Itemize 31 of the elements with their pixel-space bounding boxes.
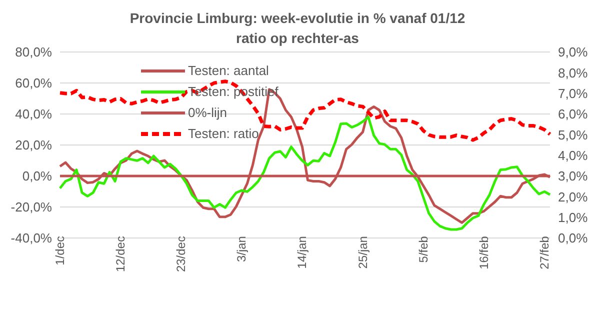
y2-tick-label: 2,0% (558, 189, 588, 204)
x-tick-label: 23/dec (174, 236, 188, 272)
y2-tick-label: 4,0% (558, 148, 588, 163)
x-tick-label: 5/feb (416, 236, 430, 263)
y-tick-label: 40,0% (15, 106, 52, 122)
chart-title: Provincie Limburg: week-evolutie in % vanaf 01/12 (128, 9, 466, 28)
y2-tick-label: 5,0% (558, 127, 588, 142)
y-tick-label: -20,0% (10, 200, 52, 215)
x-tick-label: 1/dec (53, 236, 67, 266)
legend-label: 0%-lijn (188, 105, 228, 120)
y2-tick-label: 3,0% (558, 168, 588, 184)
y-tick-label: 20,0% (15, 138, 52, 153)
x-tick-label: 16/feb (476, 236, 491, 270)
x-tick-label: 12/dec (114, 236, 128, 272)
x-tick-label: 25/jan (356, 236, 370, 269)
y2-tick-label: 6,0% (558, 106, 588, 122)
y-tick-label: 80,0% (15, 44, 52, 60)
y2-tick-label: 1,0% (558, 210, 588, 225)
x-tick-label: 3/jan (234, 236, 249, 262)
x-tick-label: 14/jan (295, 236, 310, 269)
y2-tick-label: 9,0% (558, 44, 588, 60)
x-tick-label: 27/feb (537, 236, 552, 270)
legend-label: Testen: ratio (188, 126, 259, 141)
chart-subtitle: ratio op rechter-as (236, 30, 359, 46)
legend-label: Testen: aantal (188, 63, 269, 78)
y-tick-label: 0,0% (22, 168, 52, 184)
y-tick-label: -40,0% (10, 230, 52, 246)
y2-tick-label: 8,0% (558, 65, 588, 80)
y2-tick-label: 7,0% (558, 86, 588, 101)
y-tick-label: 60,0% (15, 76, 52, 91)
y2-tick-label: 0,0% (558, 230, 588, 246)
